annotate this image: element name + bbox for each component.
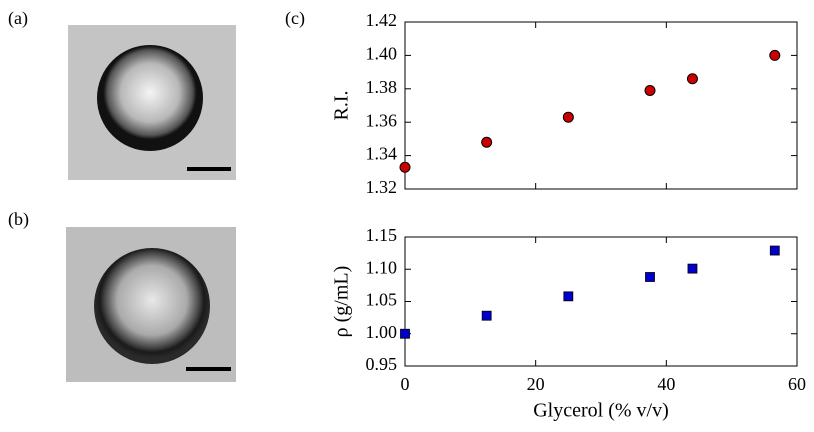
data-point [562, 111, 574, 123]
axes-box [404, 21, 798, 190]
panel-label: (a) [8, 8, 28, 29]
data-point [400, 328, 410, 339]
y-tick-label: 1.40 [366, 44, 398, 64]
y-tick-label: 1.00 [366, 322, 398, 342]
droplet-image-b [66, 227, 236, 382]
axes-box [404, 236, 798, 367]
data-point [769, 245, 780, 256]
y-tick-label: 1.32 [366, 177, 398, 197]
x-tick-label: 40 [657, 374, 675, 394]
x-tick-label: 0 [401, 374, 410, 394]
y-tick-label: 1.10 [366, 257, 398, 277]
data-point [769, 49, 781, 61]
x-tick-label: 60 [788, 374, 806, 394]
y-axis-label: R.I. [331, 91, 353, 121]
y-tick-label: 1.38 [366, 77, 398, 97]
y-tick-label: 1.15 [366, 225, 398, 245]
data-point [563, 291, 574, 302]
panel-label: (b) [8, 209, 29, 230]
x-tick-label: 20 [527, 374, 545, 394]
x-axis-label: Glycerol (% v/v) [533, 400, 669, 422]
panel-label: (c) [285, 8, 305, 29]
data-point [399, 161, 411, 173]
y-tick-label: 0.95 [366, 354, 398, 374]
data-point [686, 73, 698, 85]
data-point [481, 310, 492, 321]
y-tick-label: 1.36 [366, 110, 398, 130]
y-axis-label: ρ (g/mL) [331, 266, 353, 338]
droplet-image-a [68, 25, 236, 180]
data-point [687, 263, 698, 274]
y-tick-label: 1.05 [366, 290, 398, 310]
y-tick-label: 1.34 [366, 144, 398, 164]
data-point [644, 84, 656, 96]
y-tick-label: 1.42 [366, 10, 398, 30]
data-point [645, 272, 655, 282]
data-point [481, 136, 493, 148]
